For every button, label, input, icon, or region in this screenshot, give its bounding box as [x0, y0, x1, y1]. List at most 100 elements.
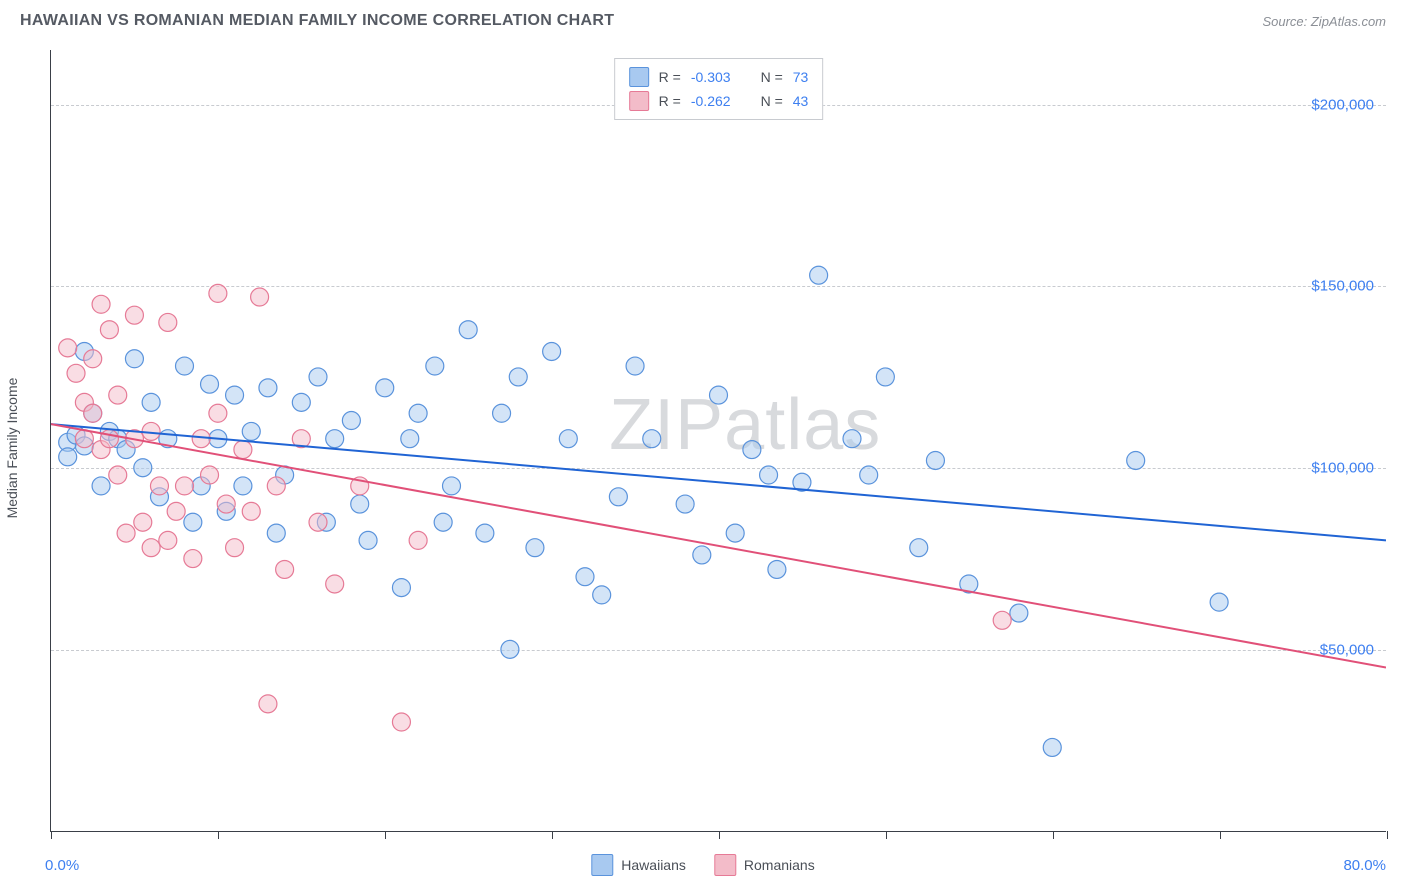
- data-point: [117, 524, 135, 542]
- data-point: [267, 524, 285, 542]
- data-point: [134, 513, 152, 531]
- x-tick: [1053, 831, 1054, 839]
- chart-title: HAWAIIAN VS ROMANIAN MEDIAN FAMILY INCOM…: [20, 12, 614, 30]
- data-point: [226, 386, 244, 404]
- chart-source: Source: ZipAtlas.com: [1262, 14, 1386, 29]
- legend-swatch: [591, 854, 613, 876]
- trendline: [51, 424, 1386, 667]
- correlation-legend: R =-0.303N =73R =-0.262N =43: [614, 58, 824, 120]
- data-point: [226, 539, 244, 557]
- data-point: [876, 368, 894, 386]
- scatter-plot-svg: [51, 50, 1386, 831]
- data-point: [176, 477, 194, 495]
- data-point: [726, 524, 744, 542]
- data-point: [184, 513, 202, 531]
- data-point: [259, 379, 277, 397]
- data-point: [267, 477, 285, 495]
- r-value: -0.303: [691, 69, 731, 85]
- data-point: [67, 364, 85, 382]
- data-point: [59, 339, 77, 357]
- legend-swatch: [714, 854, 736, 876]
- r-value: -0.262: [691, 93, 731, 109]
- data-point: [643, 430, 661, 448]
- legend-item: Romanians: [714, 854, 815, 876]
- data-point: [234, 477, 252, 495]
- x-tick: [218, 831, 219, 839]
- data-point: [159, 313, 177, 331]
- legend-swatch: [629, 67, 649, 87]
- data-point: [201, 466, 219, 484]
- data-point: [860, 466, 878, 484]
- n-label: N =: [761, 69, 783, 85]
- data-point: [142, 393, 160, 411]
- x-tick: [719, 831, 720, 839]
- data-point: [242, 502, 260, 520]
- legend-label: Romanians: [744, 857, 815, 873]
- data-point: [92, 477, 110, 495]
- data-point: [209, 284, 227, 302]
- data-point: [559, 430, 577, 448]
- data-point: [476, 524, 494, 542]
- data-point: [409, 404, 427, 422]
- y-axis-label: Median Family Income: [4, 378, 20, 519]
- data-point: [843, 430, 861, 448]
- data-point: [576, 568, 594, 586]
- series-legend: Hawaiians Romanians: [591, 854, 814, 876]
- data-point: [109, 386, 127, 404]
- data-point: [309, 368, 327, 386]
- x-tick: [886, 831, 887, 839]
- data-point: [1210, 593, 1228, 611]
- data-point: [150, 477, 168, 495]
- data-point: [326, 575, 344, 593]
- data-point: [201, 375, 219, 393]
- x-tick: [1220, 831, 1221, 839]
- data-point: [392, 713, 410, 731]
- data-point: [217, 495, 235, 513]
- data-point: [142, 539, 160, 557]
- data-point: [910, 539, 928, 557]
- data-point: [768, 560, 786, 578]
- data-point: [176, 357, 194, 375]
- data-point: [92, 295, 110, 313]
- data-point: [810, 266, 828, 284]
- data-point: [84, 404, 102, 422]
- correlation-legend-row: R =-0.303N =73: [629, 65, 809, 89]
- data-point: [326, 430, 344, 448]
- x-tick: [51, 831, 52, 839]
- correlation-legend-row: R =-0.262N =43: [629, 89, 809, 113]
- data-point: [593, 586, 611, 604]
- x-axis-min-label: 0.0%: [45, 857, 79, 874]
- legend-item: Hawaiians: [591, 854, 686, 876]
- data-point: [251, 288, 269, 306]
- data-point: [710, 386, 728, 404]
- n-value: 43: [793, 93, 809, 109]
- data-point: [292, 393, 310, 411]
- data-point: [342, 412, 360, 430]
- x-tick: [552, 831, 553, 839]
- data-point: [309, 513, 327, 531]
- data-point: [459, 321, 477, 339]
- data-point: [242, 422, 260, 440]
- r-label: R =: [659, 69, 681, 85]
- data-point: [100, 430, 118, 448]
- data-point: [509, 368, 527, 386]
- data-point: [109, 466, 127, 484]
- x-axis-max-label: 80.0%: [1343, 857, 1386, 874]
- data-point: [443, 477, 461, 495]
- data-point: [609, 488, 627, 506]
- data-point: [351, 495, 369, 513]
- data-point: [184, 550, 202, 568]
- data-point: [626, 357, 644, 375]
- data-point: [526, 539, 544, 557]
- data-point: [100, 321, 118, 339]
- data-point: [134, 459, 152, 477]
- data-point: [259, 695, 277, 713]
- data-point: [1043, 738, 1061, 756]
- data-point: [543, 343, 561, 361]
- r-label: R =: [659, 93, 681, 109]
- data-point: [59, 448, 77, 466]
- data-point: [359, 531, 377, 549]
- chart-header: HAWAIIAN VS ROMANIAN MEDIAN FAMILY INCOM…: [0, 0, 1406, 40]
- data-point: [1010, 604, 1028, 622]
- plot-area: ZIPatlas R =-0.303N =73R =-0.262N =43 $5…: [50, 50, 1386, 832]
